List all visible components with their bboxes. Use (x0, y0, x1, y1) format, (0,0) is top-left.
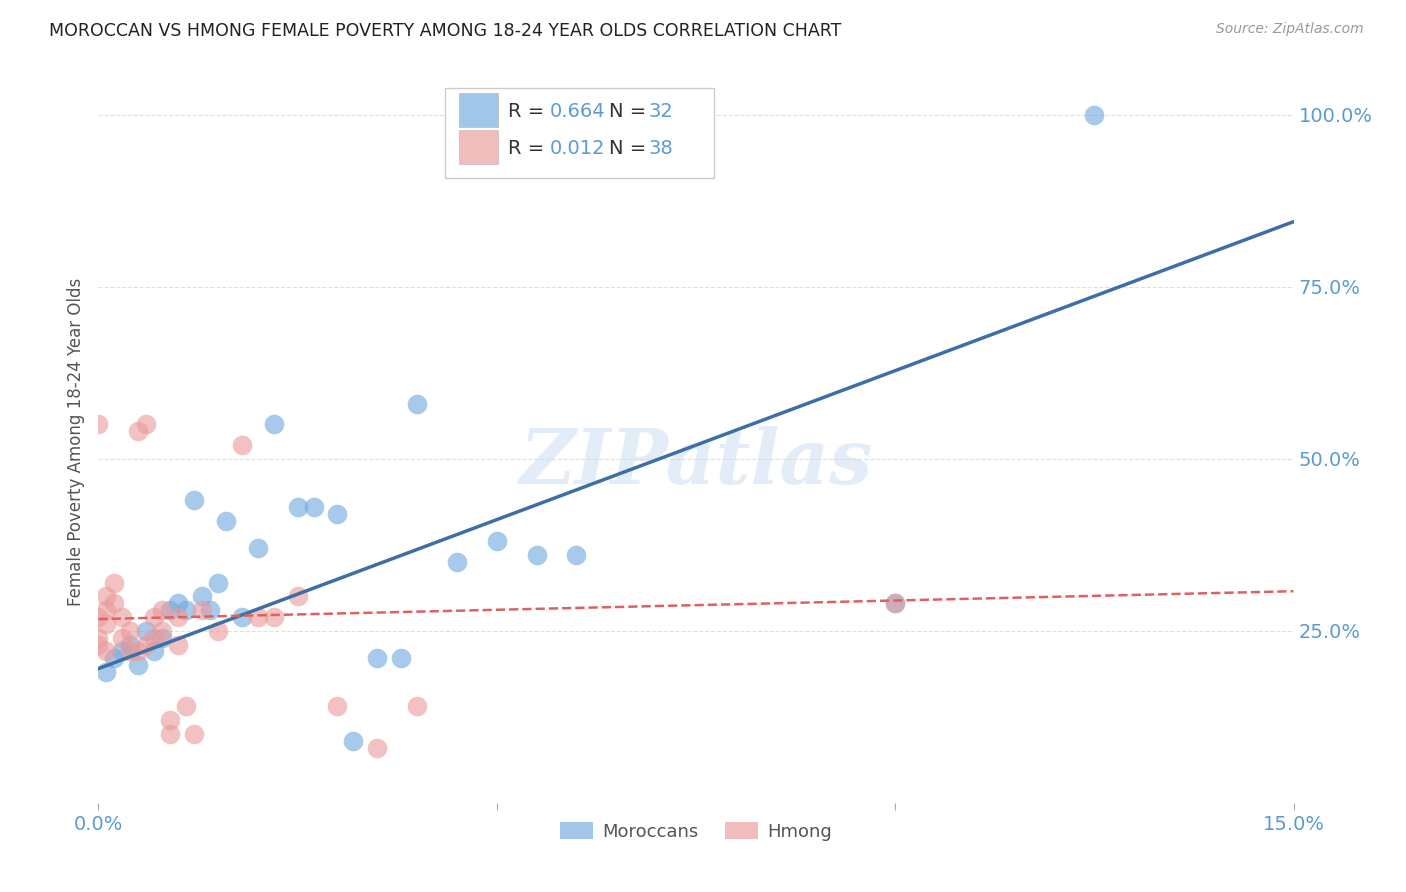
Point (127, 658, 149, 673)
Point (87, 610, 110, 624)
Point (103, 596, 125, 610)
Point (127, 424, 149, 438)
Point (366, 651, 388, 665)
Point (143, 644, 166, 658)
Point (120, 644, 142, 658)
Point (111, 631, 134, 645)
Point (366, 740, 388, 755)
Point (87, 638, 110, 652)
Text: MOROCCAN VS HMONG FEMALE POVERTY AMONG 18-24 YEAR OLDS CORRELATION CHART: MOROCCAN VS HMONG FEMALE POVERTY AMONG 1… (49, 22, 842, 40)
Point (183, 727, 205, 741)
Point (246, 541, 269, 556)
Point (103, 575, 125, 590)
Point (96, 616, 118, 631)
Point (96, 590, 118, 604)
Point (111, 610, 134, 624)
FancyBboxPatch shape (446, 87, 714, 178)
Point (159, 603, 181, 617)
Point (135, 417, 157, 432)
Point (302, 500, 325, 514)
Text: R =: R = (509, 102, 551, 120)
Text: Source: ZipAtlas.com: Source: ZipAtlas.com (1216, 22, 1364, 37)
Text: 32: 32 (648, 102, 673, 120)
Point (150, 624, 173, 638)
Point (87, 417, 110, 432)
Point (342, 734, 364, 748)
Point (191, 590, 214, 604)
Point (215, 514, 238, 528)
Point (174, 699, 197, 714)
Text: 0.012: 0.012 (550, 139, 606, 159)
Legend: Moroccans, Hmong: Moroccans, Hmong (553, 814, 839, 848)
Point (287, 590, 309, 604)
FancyBboxPatch shape (460, 93, 498, 127)
Text: 38: 38 (648, 139, 673, 159)
Point (246, 610, 269, 624)
Point (174, 603, 197, 617)
Point (183, 493, 205, 508)
Point (159, 727, 181, 741)
Point (150, 603, 173, 617)
FancyBboxPatch shape (460, 130, 498, 164)
Text: R =: R = (509, 139, 551, 159)
Point (135, 624, 157, 638)
Point (884, 596, 907, 610)
Point (167, 596, 190, 610)
Text: N =: N = (609, 102, 652, 120)
Point (150, 631, 173, 645)
Point (167, 638, 190, 652)
Point (120, 638, 142, 652)
Text: ZIPatlas: ZIPatlas (519, 426, 873, 500)
Point (446, 555, 468, 569)
Point (485, 534, 508, 549)
Text: 0.664: 0.664 (550, 102, 606, 120)
Point (87, 631, 110, 645)
Y-axis label: Female Poverty Among 18-24 Year Olds: Female Poverty Among 18-24 Year Olds (66, 277, 84, 606)
Point (263, 610, 285, 624)
Point (326, 699, 349, 714)
Point (263, 417, 285, 432)
Point (207, 575, 229, 590)
Point (127, 644, 149, 658)
Point (120, 624, 142, 638)
Point (111, 644, 134, 658)
Point (326, 507, 349, 521)
Point (143, 631, 166, 645)
Point (231, 438, 253, 452)
Point (135, 638, 157, 652)
Point (96, 665, 118, 679)
Point (159, 713, 181, 727)
Point (167, 610, 190, 624)
Point (191, 603, 214, 617)
Point (103, 651, 125, 665)
Point (231, 610, 253, 624)
Text: N =: N = (609, 139, 652, 159)
Point (287, 500, 309, 514)
Point (884, 596, 907, 610)
Point (406, 397, 429, 411)
Point (1083, 108, 1105, 122)
Point (406, 699, 429, 714)
Point (198, 603, 221, 617)
Point (96, 644, 118, 658)
Point (96, 603, 118, 617)
Point (526, 548, 548, 562)
Point (207, 624, 229, 638)
Point (565, 548, 588, 562)
Point (389, 651, 412, 665)
Point (143, 610, 166, 624)
